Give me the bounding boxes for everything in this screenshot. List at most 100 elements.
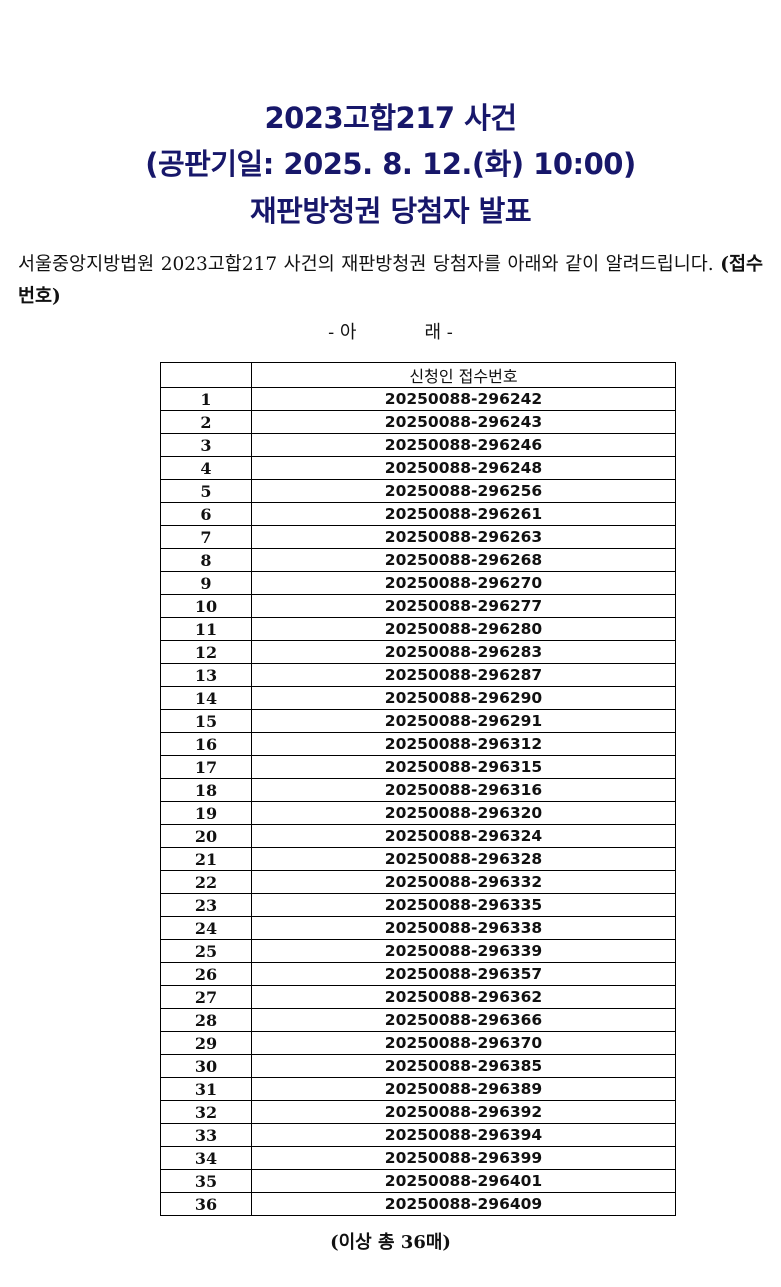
receipt-number: 20250088-296248: [251, 456, 676, 480]
receipt-number: 20250088-296324: [251, 824, 676, 848]
title-hearing-date: (공판기일: 2025. 8. 12.(화) 10:00): [145, 147, 636, 181]
receipt-number: 20250088-296335: [251, 893, 676, 917]
receipt-number: 20250088-296328: [251, 847, 676, 871]
row-index: 20: [160, 824, 252, 848]
row-index: 2: [160, 410, 252, 434]
receipt-number: 20250088-296287: [251, 663, 676, 687]
receipt-number: 20250088-296316: [251, 778, 676, 802]
table-row: 12 20250088-296283: [160, 640, 676, 664]
row-index: 18: [160, 778, 252, 802]
receipt-number: 20250088-296291: [251, 709, 676, 733]
header-index: [160, 362, 252, 388]
table-row: 13 20250088-296287: [160, 663, 676, 687]
table-row: 16 20250088-296312: [160, 732, 676, 756]
table-row: 1 20250088-296242: [160, 387, 676, 411]
row-index: 4: [160, 456, 252, 480]
row-index: 35: [160, 1169, 252, 1193]
row-index: 11: [160, 617, 252, 641]
receipt-number: 20250088-296261: [251, 502, 676, 526]
row-index: 25: [160, 939, 252, 963]
title-announcement: 재판방청권 당첨자 발표: [250, 194, 532, 228]
table-row: 11 20250088-296280: [160, 617, 676, 641]
row-index: 31: [160, 1077, 252, 1101]
receipt-number: 20250088-296338: [251, 916, 676, 940]
table-row: 26 20250088-296357: [160, 962, 676, 986]
row-index: 1: [160, 387, 252, 411]
row-index: 21: [160, 847, 252, 871]
table-row: 20 20250088-296324: [160, 824, 676, 848]
receipt-number: 20250088-296283: [251, 640, 676, 664]
table-row: 30 20250088-296385: [160, 1054, 676, 1078]
row-index: 33: [160, 1123, 252, 1147]
receipt-number: 20250088-296339: [251, 939, 676, 963]
row-index: 32: [160, 1100, 252, 1124]
row-index: 3: [160, 433, 252, 457]
receipt-number: 20250088-296263: [251, 525, 676, 549]
table-row: 8 20250088-296268: [160, 548, 676, 572]
table-row: 6 20250088-296261: [160, 502, 676, 526]
receipt-number: 20250088-296385: [251, 1054, 676, 1078]
table-header-row: 신청인 접수번호: [160, 362, 676, 388]
table-row: 24 20250088-296338: [160, 916, 676, 940]
table-row: 21 20250088-296328: [160, 847, 676, 871]
receipt-number: 20250088-296256: [251, 479, 676, 503]
receipt-number: 20250088-296270: [251, 571, 676, 595]
table-row: 18 20250088-296316: [160, 778, 676, 802]
row-index: 8: [160, 548, 252, 572]
table-row: 3 20250088-296246: [160, 433, 676, 457]
row-index: 7: [160, 525, 252, 549]
table-row: 31 20250088-296389: [160, 1077, 676, 1101]
receipt-number: 20250088-296332: [251, 870, 676, 894]
receipt-number: 20250088-296366: [251, 1008, 676, 1032]
table-row: 29 20250088-296370: [160, 1031, 676, 1055]
row-index: 12: [160, 640, 252, 664]
table-row: 28 20250088-296366: [160, 1008, 676, 1032]
receipt-number: 20250088-296401: [251, 1169, 676, 1193]
table-row: 9 20250088-296270: [160, 571, 676, 595]
row-index: 5: [160, 479, 252, 503]
receipt-number: 20250088-296357: [251, 962, 676, 986]
row-index: 10: [160, 594, 252, 618]
row-index: 23: [160, 893, 252, 917]
receipt-number: 20250088-296394: [251, 1123, 676, 1147]
row-index: 14: [160, 686, 252, 710]
table-row: 19 20250088-296320: [160, 801, 676, 825]
table-row: 23 20250088-296335: [160, 893, 676, 917]
receipt-number: 20250088-296277: [251, 594, 676, 618]
intro-text: 서울중앙지방법원 2023고합217 사건의 재판방청권 당첨자를 아래와 같이…: [18, 254, 714, 275]
intro-bold-suffix: (접수번호): [18, 254, 763, 307]
table-row: 4 20250088-296248: [160, 456, 676, 480]
receipt-number: 20250088-296243: [251, 410, 676, 434]
receipt-number: 20250088-296362: [251, 985, 676, 1009]
table-row: 14 20250088-296290: [160, 686, 676, 710]
table-row: 2 20250088-296243: [160, 410, 676, 434]
table-row: 36 20250088-296409: [160, 1192, 676, 1216]
table-row: 7 20250088-296263: [160, 525, 676, 549]
table-row: 35 20250088-296401: [160, 1169, 676, 1193]
table-row: 25 20250088-296339: [160, 939, 676, 963]
table-row: 15 20250088-296291: [160, 709, 676, 733]
table-row: 5 20250088-296256: [160, 479, 676, 503]
title-case-number: 2023고합217 사건: [264, 101, 517, 135]
row-index: 36: [160, 1192, 252, 1216]
row-index: 9: [160, 571, 252, 595]
receipt-number: 20250088-296242: [251, 387, 676, 411]
row-index: 28: [160, 1008, 252, 1032]
winners-table: 신청인 접수번호 1 20250088-296242 2 20250088-29624…: [160, 362, 676, 1216]
table-row: 17 20250088-296315: [160, 755, 676, 779]
table-row: 34 20250088-296399: [160, 1146, 676, 1170]
table-row: 27 20250088-296362: [160, 985, 676, 1009]
section-marker-right: 래 -: [424, 322, 453, 343]
total-count: (이상 총 36매): [330, 1232, 451, 1253]
header-receipt-number: 신청인 접수번호: [251, 362, 676, 388]
table-row: 32 20250088-296392: [160, 1100, 676, 1124]
receipt-number: 20250088-296389: [251, 1077, 676, 1101]
receipt-number: 20250088-296399: [251, 1146, 676, 1170]
row-index: 26: [160, 962, 252, 986]
receipt-number: 20250088-296315: [251, 755, 676, 779]
row-index: 6: [160, 502, 252, 526]
row-index: 30: [160, 1054, 252, 1078]
intro-paragraph: 서울중앙지방법원 2023고합217 사건의 재판방청권 당첨자를 아래와 같이…: [18, 249, 763, 313]
table-row: 33 20250088-296394: [160, 1123, 676, 1147]
receipt-number: 20250088-296246: [251, 433, 676, 457]
